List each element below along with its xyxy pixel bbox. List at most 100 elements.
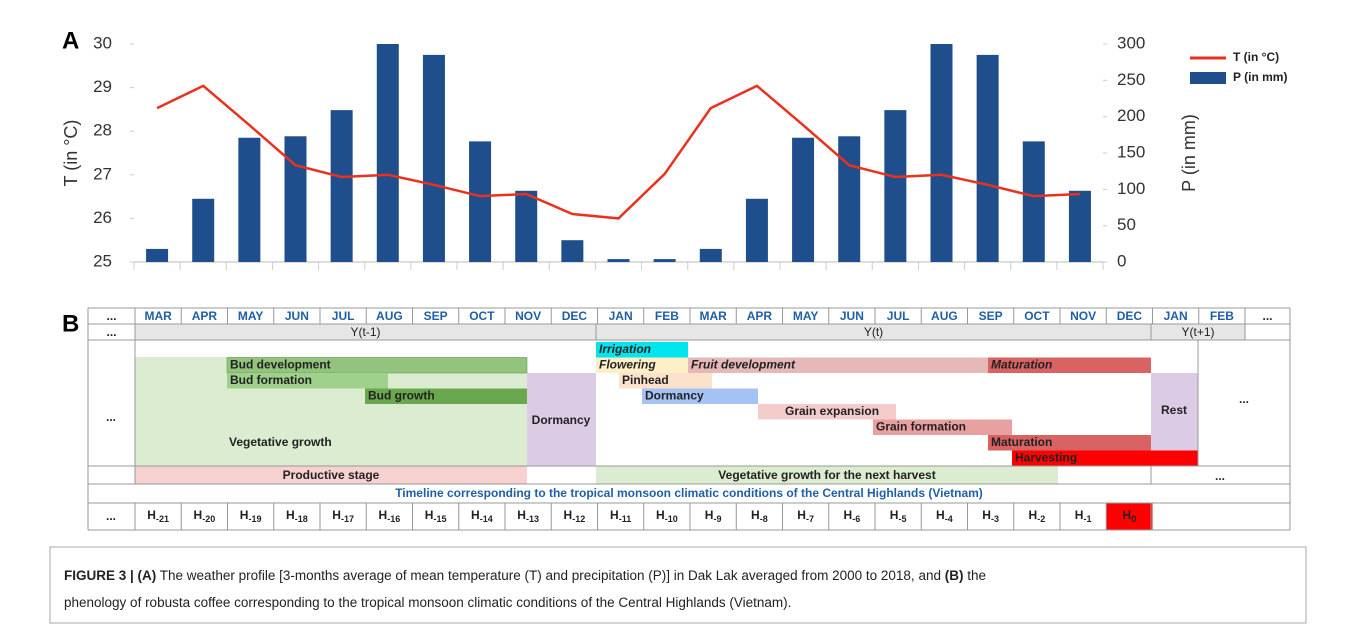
h-sub: -4 <box>945 514 953 524</box>
bar <box>792 137 815 262</box>
phase-bar <box>688 357 988 373</box>
month-label: JUN <box>840 309 864 323</box>
h-main: H <box>240 508 249 522</box>
month-label: JUN <box>285 309 309 323</box>
h-sub: -11 <box>619 514 632 524</box>
phase-label: Dormancy <box>645 389 704 403</box>
h-label: H-16 <box>379 508 401 524</box>
caption-part: (B) <box>945 568 964 583</box>
bar <box>561 240 584 262</box>
month-label: APR <box>192 309 218 323</box>
phase-label: Fruit development <box>691 358 796 372</box>
h-sub: -18 <box>295 514 308 524</box>
month-label: ... <box>1262 309 1272 323</box>
phase-label: Bud development <box>230 358 331 372</box>
h-sub: -10 <box>665 514 678 524</box>
month-label: MAR <box>144 309 172 323</box>
bar <box>284 136 307 262</box>
bar <box>192 198 215 262</box>
caption-box <box>49 546 1307 624</box>
phase-label: Maturation <box>991 435 1052 449</box>
harvest-cell <box>1106 503 1153 530</box>
h-main: H <box>471 508 480 522</box>
phase-label: Maturation <box>991 358 1052 372</box>
h-label: H-4 <box>936 508 953 524</box>
h-main: H <box>1029 508 1038 522</box>
h-label: H-1 <box>1075 508 1092 524</box>
legend-swatch <box>1190 72 1226 84</box>
phase-label: Grain formation <box>876 420 966 434</box>
h-label: H-20 <box>194 508 216 524</box>
h-main: H <box>147 508 156 522</box>
caption: FIGURE 3 | (A) The weather profile [3-mo… <box>64 568 986 583</box>
phase-bar <box>365 388 527 404</box>
h-label: H-7 <box>797 508 814 524</box>
phase-label: Pinhead <box>622 373 669 387</box>
h-label: H-14 <box>471 508 493 524</box>
h-sub: -17 <box>341 514 354 524</box>
h-sub: -6 <box>852 514 860 524</box>
phase-bar <box>227 373 388 389</box>
h-sub: -12 <box>572 514 585 524</box>
month-label: JUL <box>887 309 910 323</box>
phase-bar <box>596 357 688 373</box>
bar <box>422 54 445 263</box>
bar <box>976 54 999 263</box>
month-label: OCT <box>469 309 495 323</box>
year-label: Y(t) <box>864 325 883 339</box>
y2-tick-label: 0 <box>1117 251 1126 270</box>
h-sub: -14 <box>480 514 493 524</box>
h-label: H-17 <box>332 508 354 524</box>
h-main: H <box>797 508 806 522</box>
caption-part: the <box>963 568 986 583</box>
h-sub: -20 <box>202 514 215 524</box>
month-label: DEC <box>562 309 588 323</box>
month-label: FEB <box>655 309 679 323</box>
h-main: H <box>656 508 665 522</box>
h-sub: -7 <box>806 514 814 524</box>
bar <box>469 141 492 262</box>
h-label: H-15 <box>425 508 447 524</box>
h-label: H-9 <box>705 508 722 524</box>
h-main: H <box>705 508 714 522</box>
stage-bar <box>135 466 527 484</box>
panel-label: A <box>62 27 79 54</box>
month-label: NOV <box>1070 309 1096 323</box>
year-label: ... <box>106 325 116 339</box>
h-label: H-3 <box>982 508 999 524</box>
h-label: H-19 <box>240 508 262 524</box>
month-label: AUG <box>376 309 403 323</box>
h-main: H <box>751 508 760 522</box>
h-sub: -1 <box>1083 514 1091 524</box>
h-main: H <box>379 508 388 522</box>
h-sub: -19 <box>248 514 261 524</box>
legend-label: P (in mm) <box>1233 70 1287 84</box>
month-label: SEP <box>979 309 1003 323</box>
bar <box>1068 190 1091 262</box>
year-cell <box>135 324 1245 340</box>
h-sub: 0 <box>1131 514 1136 524</box>
y-tick-label: 30 <box>93 33 112 52</box>
h-main: H <box>286 508 295 522</box>
year-label: Y(t+1) <box>1181 325 1214 339</box>
caption-part: The weather profile [3-months average of… <box>156 568 944 583</box>
h-main: H <box>936 508 945 522</box>
month-label: DEC <box>1117 309 1143 323</box>
table-text: Productive stage <box>283 468 380 482</box>
caption-part: phenology of robusta coffee correspondin… <box>64 595 791 610</box>
bar <box>745 198 768 262</box>
bar <box>1022 141 1045 262</box>
h-label: H-5 <box>890 508 907 524</box>
table-text: ... <box>1239 392 1249 406</box>
block-label: Dormancy <box>532 413 591 427</box>
phase-bar <box>988 435 1151 451</box>
h-label: H-18 <box>286 508 308 524</box>
block <box>527 373 596 466</box>
y2-tick-label: 250 <box>1117 70 1145 89</box>
table-text: ... <box>106 410 116 424</box>
y-tick-label: 28 <box>93 121 112 140</box>
phase-label: Bud formation <box>230 373 312 387</box>
h-main: H <box>194 508 203 522</box>
month-label: SEP <box>424 309 448 323</box>
h-label: H-2 <box>1029 508 1046 524</box>
